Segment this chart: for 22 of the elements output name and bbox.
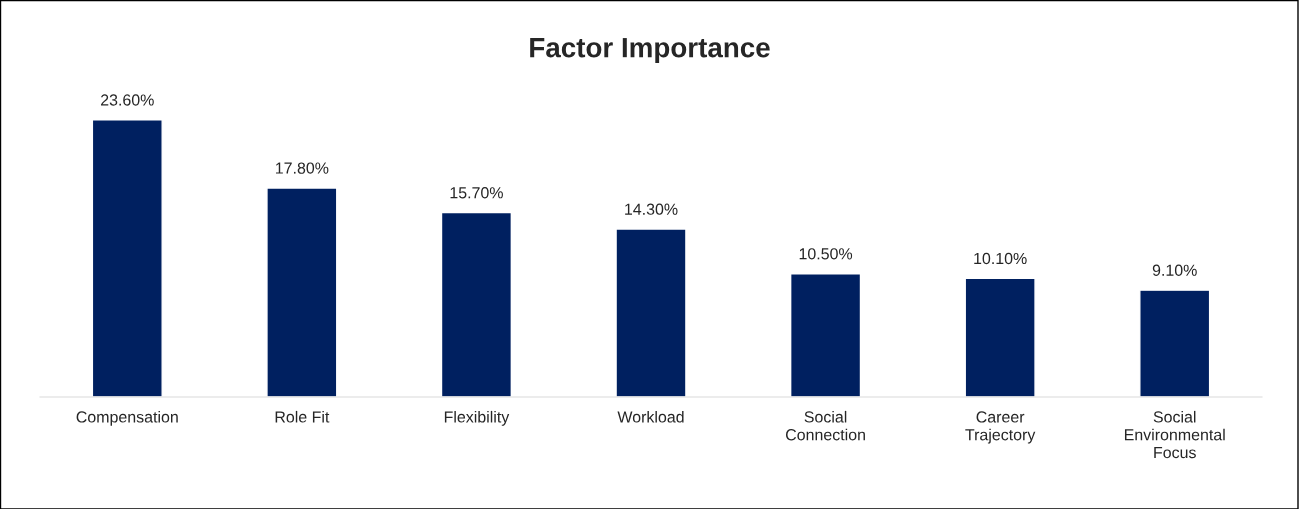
x-tick-label: Career Trajectory: [965, 411, 1036, 444]
x-tick-label: Role Fit: [275, 410, 330, 423]
x-tick-label: Flexibility: [444, 410, 510, 426]
x-tick-label: Compensation: [76, 410, 178, 426]
data-label: 15.70%: [450, 187, 503, 199]
bar: [440, 211, 513, 397]
x-tick-label: Social Connection: [785, 410, 865, 441]
x-tick-label: Social Environmental Focus: [1124, 410, 1225, 459]
x-tick-label: Workload: [617, 410, 684, 423]
bar: [789, 273, 862, 397]
bar: [615, 228, 687, 397]
bar: [266, 187, 338, 397]
data-label: 9.10%: [1152, 264, 1197, 276]
bar: [91, 119, 163, 397]
data-label: 14.30%: [625, 203, 678, 215]
data-label: 10.50%: [799, 248, 853, 260]
data-label: 17.80%: [275, 162, 329, 174]
bar: [1139, 289, 1211, 397]
data-label: 23.60%: [101, 94, 154, 106]
data-label: 10.10%: [974, 252, 1027, 265]
bar: [964, 277, 1036, 397]
chart-title: Factor Importance: [530, 38, 770, 63]
